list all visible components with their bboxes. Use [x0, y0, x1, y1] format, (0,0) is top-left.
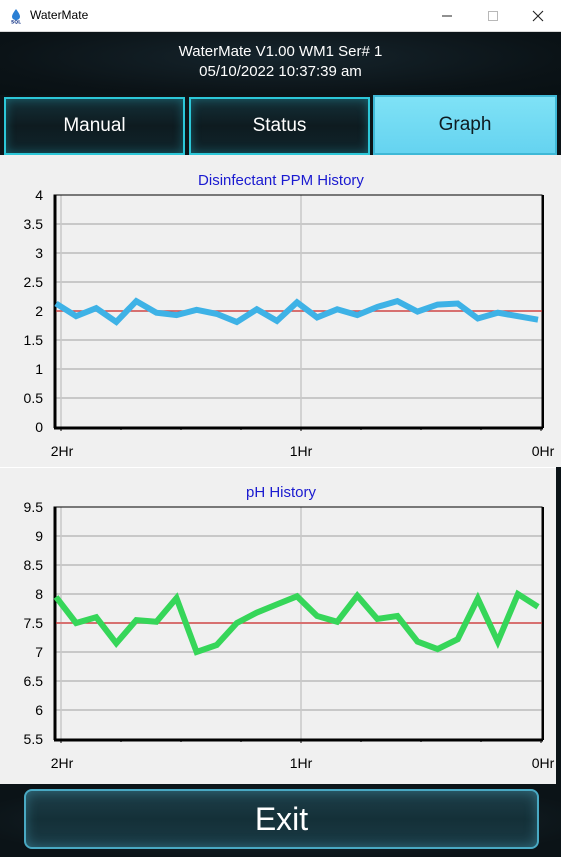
chart-title: Disinfectant PPM History: [198, 172, 364, 189]
x-tick-label: 0Hr: [532, 755, 555, 771]
y-tick-label: 1: [35, 361, 43, 377]
x-tick-label: 2Hr: [51, 443, 74, 459]
minimize-button[interactable]: [424, 0, 470, 32]
y-tick-label: 2: [35, 303, 43, 319]
window-titlebar: SQL WaterMate: [0, 0, 561, 32]
tab-manual[interactable]: Manual: [4, 97, 185, 155]
y-tick-label: 0: [35, 419, 43, 435]
y-tick-label: 8.5: [24, 557, 44, 573]
y-tick-label: 5.5: [24, 731, 44, 747]
y-tick-label: 4: [35, 187, 43, 203]
y-tick-label: 7: [35, 644, 43, 660]
window-title: WaterMate: [30, 8, 89, 22]
device-datetime: 05/10/2022 10:37:39 am: [199, 63, 362, 80]
chart-divider: [0, 467, 561, 468]
tab-graph[interactable]: Graph: [373, 95, 557, 155]
y-tick-label: 3: [35, 245, 43, 261]
x-tick-label: 2Hr: [51, 755, 74, 771]
y-tick-label: 6: [35, 702, 43, 718]
x-tick-label: 1Hr: [290, 443, 313, 459]
maximize-button[interactable]: [470, 0, 516, 32]
y-tick-label: 1.5: [24, 332, 44, 348]
exit-button[interactable]: Exit: [24, 789, 539, 849]
graph-panel: Disinfectant PPM History 0 0.5 1 1.5 2 2.5 3 3.5…: [0, 155, 561, 784]
close-button[interactable]: [515, 0, 561, 32]
y-tick-label: 6.5: [24, 673, 44, 689]
x-tick-label: 0Hr: [532, 443, 555, 459]
tab-status[interactable]: Status: [189, 97, 370, 155]
y-tick-label: 2.5: [24, 274, 44, 290]
ph-history-chart: pH History 5.5 6 6.5 7 7.5 8 8.5 9 9.5 2Hr 1Hr 0Hr: [24, 484, 555, 771]
chart-title: pH History: [246, 484, 317, 501]
y-tick-label: 7.5: [24, 615, 44, 631]
x-tick-label: 1Hr: [290, 755, 313, 771]
sql-water-drop-icon: SQL: [11, 9, 21, 25]
y-tick-label: 8: [35, 586, 43, 602]
device-info: WaterMate V1.00 WM1 Ser# 1: [178, 43, 383, 60]
device-header: WaterMate V1.00 WM1 Ser# 1 05/10/2022 10…: [0, 32, 561, 95]
minimize-icon: [442, 15, 452, 17]
footer-bar: Exit: [0, 784, 561, 857]
y-tick-label: 0.5: [24, 390, 44, 406]
disinfectant-ppm-chart: Disinfectant PPM History 0 0.5 1 1.5 2 2.5 3 3.5…: [24, 172, 555, 459]
tab-bar: Manual Status Graph: [0, 95, 561, 155]
close-icon: [532, 10, 544, 22]
svg-text:SQL: SQL: [11, 20, 21, 25]
y-tick-label: 9.5: [24, 499, 44, 515]
y-tick-label: 9: [35, 528, 43, 544]
maximize-icon: [488, 11, 498, 21]
y-tick-label: 3.5: [24, 216, 44, 232]
panel-edge: [556, 467, 561, 784]
